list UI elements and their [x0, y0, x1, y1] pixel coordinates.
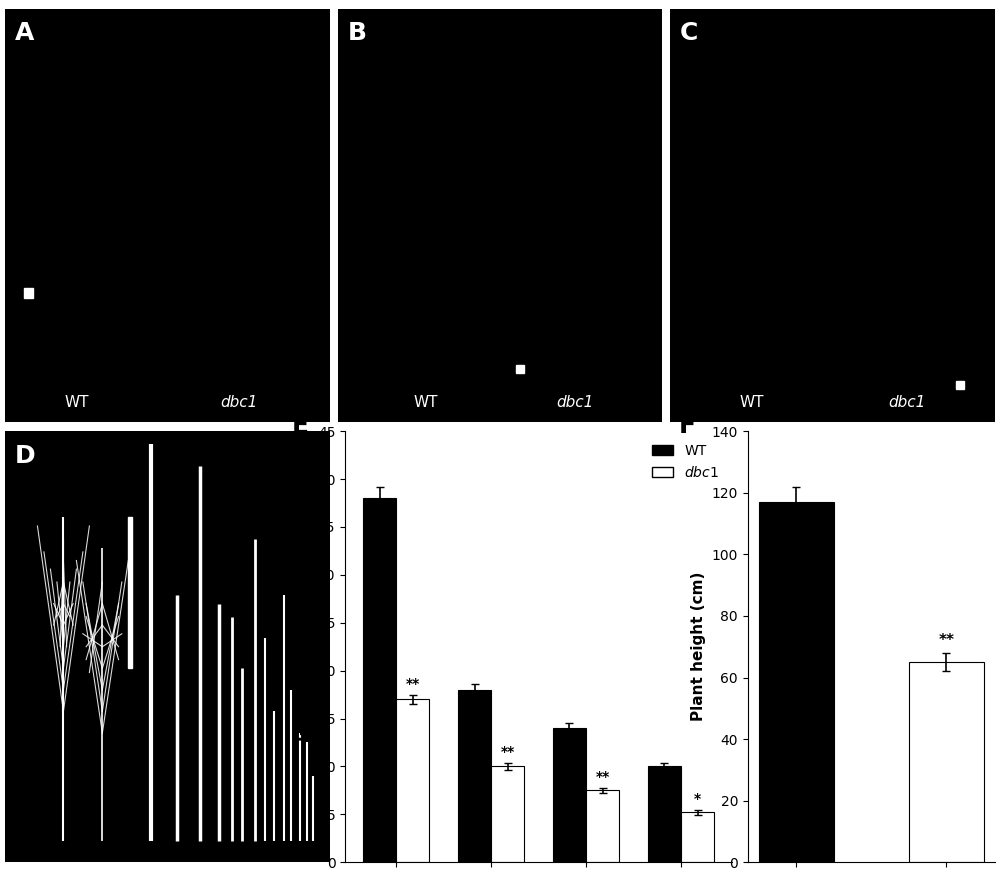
Y-axis label: Plant height (cm): Plant height (cm)	[691, 572, 706, 721]
Text: A: A	[15, 21, 34, 45]
Bar	[909, 662, 984, 862]
Text: C: C	[680, 21, 699, 45]
Bar	[24, 288, 33, 298]
Bar	[458, 690, 491, 862]
Text: **: **	[938, 633, 954, 648]
Bar	[128, 517, 132, 668]
Bar	[491, 766, 524, 862]
Bar	[956, 381, 964, 389]
Text: F: F	[679, 414, 696, 438]
Text: **: **	[406, 677, 420, 691]
Text: dbc1: dbc1	[556, 395, 593, 410]
Text: *: *	[694, 792, 701, 806]
Text: WT: WT	[413, 395, 438, 410]
Legend: WT, $\mathit{dbc1}$: WT, $\mathit{dbc1}$	[647, 438, 725, 485]
Bar	[681, 813, 714, 862]
Bar	[648, 766, 681, 862]
Bar	[586, 791, 619, 862]
Bar	[516, 365, 524, 373]
Text: B: B	[347, 21, 366, 45]
Y-axis label: Internode length (cm): Internode length (cm)	[298, 552, 313, 741]
Bar	[396, 699, 429, 862]
Text: **: **	[596, 770, 610, 784]
Text: WT: WT	[739, 395, 764, 410]
Text: dbc1: dbc1	[220, 395, 257, 410]
Text: dbc1: dbc1	[889, 395, 926, 410]
Text: E: E	[291, 414, 308, 438]
Bar	[363, 498, 396, 862]
Text: **: **	[501, 745, 515, 759]
Text: D: D	[15, 444, 35, 468]
Bar	[759, 502, 834, 862]
Bar	[553, 728, 586, 862]
Text: WT: WT	[64, 395, 89, 410]
